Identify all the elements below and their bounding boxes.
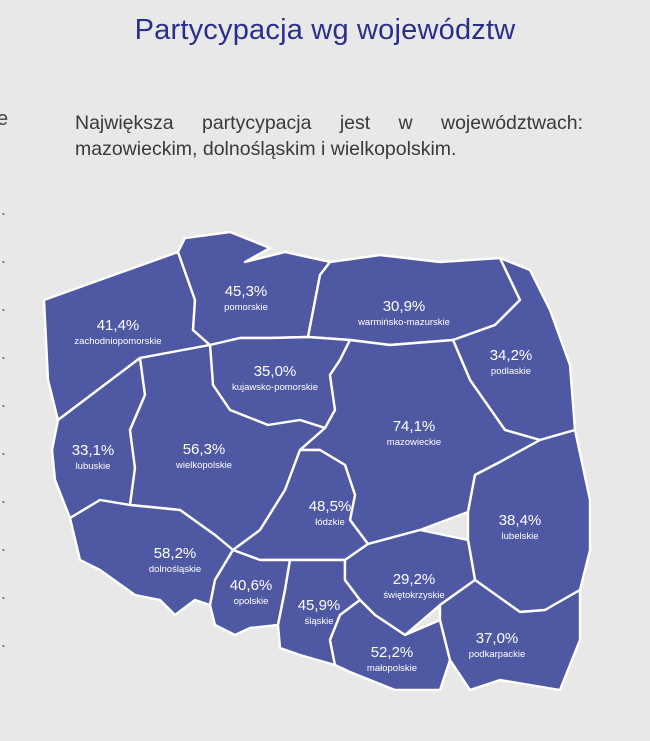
description-text: Największa partycypacja jest w województ… (75, 112, 583, 160)
region-name-warminsko-mazurskie: warmińsko-mazurskie (357, 317, 450, 328)
page-title: Partycypacja wg województw (134, 14, 516, 46)
value-label-warminsko-mazurskie: 30,9% (383, 298, 426, 315)
region-name-swietokrzyskie: świętokrzyskie (383, 590, 444, 601)
region-name-podkarpackie: podkarpackie (469, 649, 526, 660)
region-name-podlaskie: podlaskie (491, 366, 531, 377)
value-label-dolnoslaskie: 58,2% (154, 545, 197, 562)
value-label-opolskie: 40,6% (230, 577, 273, 594)
value-label-wielkopolskie: 56,3% (183, 441, 226, 458)
left-edge-dots (2, 190, 5, 690)
value-label-pomorskie: 45,3% (225, 283, 268, 300)
region-name-wielkopolskie: wielkopolskie (175, 460, 232, 471)
map-labels: 41,4% zachodniopomorskie 45,3% pomorskie 30,… (72, 283, 542, 674)
region-name-malopolskie: małopolskie (367, 663, 417, 674)
region-name-kujawsko-pomorskie: kujawsko-pomorskie (232, 382, 318, 393)
region-name-lodzkie: łódzkie (315, 517, 345, 528)
region-malopolskie (328, 598, 452, 692)
value-label-lodzkie: 48,5% (309, 498, 352, 515)
region-name-mazowieckie: mazowieckie (387, 437, 441, 448)
region-name-lubuskie: lubuskie (76, 461, 111, 472)
region-name-opolskie: opolskie (234, 596, 269, 607)
value-label-slaskie: 45,9% (298, 597, 341, 614)
value-label-podlaskie: 34,2% (490, 347, 533, 364)
clipped-text-fragment: e (0, 108, 9, 130)
value-label-lubuskie: 33,1% (72, 442, 115, 459)
region-name-lubelskie: lubelskie (502, 531, 539, 542)
value-label-lubelskie: 38,4% (499, 512, 542, 529)
value-label-podkarpackie: 37,0% (476, 630, 519, 647)
region-name-slaskie: śląskie (304, 616, 333, 627)
region-name-pomorskie: pomorskie (224, 302, 268, 313)
value-label-malopolskie: 52,2% (371, 644, 414, 661)
region-name-zachodniopomorskie: zachodniopomorskie (74, 336, 161, 347)
value-label-zachodniopomorskie: 41,4% (97, 317, 140, 334)
value-label-mazowieckie: 74,1% (393, 418, 436, 435)
region-name-dolnoslaskie: dolnośląskie (149, 564, 201, 575)
region-opolskie (208, 548, 292, 637)
value-label-kujawsko-pomorskie: 35,0% (254, 363, 297, 380)
map-regions (42, 230, 592, 692)
region-podkarpackie (438, 578, 582, 692)
value-label-swietokrzyskie: 29,2% (393, 571, 436, 588)
